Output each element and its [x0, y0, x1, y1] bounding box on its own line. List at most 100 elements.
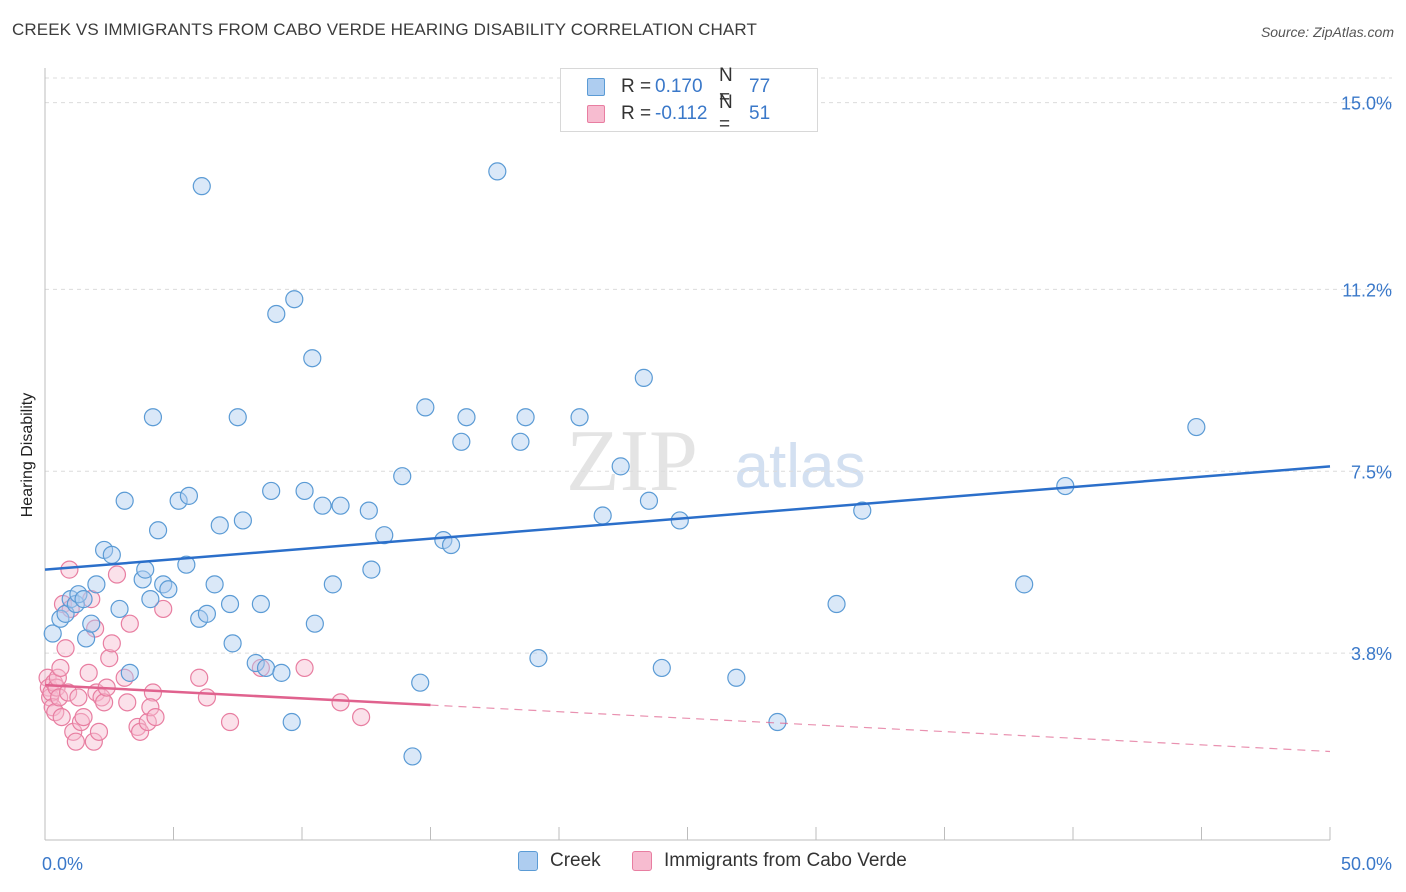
creek-point [115, 491, 134, 510]
legend-series: Creek Immigrants from Cabo Verde [0, 850, 1406, 878]
cabo-verde-point [60, 560, 79, 579]
creek-point [43, 624, 62, 643]
creek-point [267, 304, 286, 324]
legend-label-creek: Creek [550, 850, 601, 871]
creek-point [82, 614, 101, 633]
r-value: -0.112 [655, 103, 708, 124]
creek-point [120, 663, 139, 682]
creek-point [295, 481, 314, 501]
series-creek [43, 162, 1206, 766]
cabo-verde-point [190, 668, 209, 687]
cabo-verde-point [71, 712, 91, 732]
series-cabo-verde [38, 560, 371, 751]
legend-row-cabo-verde: R = -0.112 N = 51 [587, 92, 770, 135]
creek-point [593, 506, 612, 525]
cabo-verde-point [95, 693, 114, 712]
chart-title: CREEK VS IMMIGRANTS FROM CABO VERDE HEAR… [12, 20, 757, 39]
creek-point [727, 668, 746, 687]
creek-point [1187, 417, 1206, 437]
cabo-verde-point [66, 732, 85, 751]
cabo-verde-point [130, 722, 150, 741]
watermark-atlas: atlas [735, 432, 866, 501]
creek-point [246, 653, 265, 673]
creek-point [102, 545, 121, 564]
creek-point [110, 599, 129, 619]
source-label: Source: ZipAtlas.com [1260, 24, 1394, 40]
creek-swatch [518, 851, 538, 871]
cabo-verde-point [146, 707, 165, 727]
cabo-verde-point [52, 707, 71, 727]
cabo-verde-point [107, 565, 127, 584]
creek-point [136, 560, 155, 579]
creek-point [331, 496, 350, 515]
creek-point [169, 491, 188, 510]
creek-point [141, 590, 160, 609]
creek-point [441, 535, 461, 555]
creek-point [1015, 575, 1034, 594]
creek-point [634, 368, 653, 387]
legend-item-cabo-verde: Immigrants from Cabo Verde [632, 850, 907, 872]
creek-point [197, 604, 217, 623]
watermark-zip: ZIP [566, 413, 698, 510]
cabo-verde-point [74, 707, 93, 727]
creek-point [323, 575, 342, 594]
cabo-verde-point [251, 658, 270, 678]
creek-point [652, 658, 671, 678]
creek-point [853, 501, 872, 520]
creek-point [670, 511, 689, 530]
y-tick-label: 15.0% [1341, 94, 1392, 114]
cabo-verde-point [141, 698, 160, 717]
creek-point [768, 712, 787, 732]
cabo-verde-point [120, 614, 139, 633]
creek-point [205, 575, 224, 594]
cabo-verde-point [84, 732, 103, 751]
creek-point [529, 649, 548, 668]
n-label: N = [719, 65, 733, 108]
creek-point [251, 594, 270, 614]
creek-point [74, 590, 93, 609]
creek-point [223, 634, 242, 653]
cabo-verde-point [331, 693, 350, 712]
cabo-verde-swatch [632, 851, 652, 871]
cabo-verde-trend-line [44, 683, 431, 707]
y-tick-labels: 3.8% 7.5% 11.2% 15.0% [1341, 94, 1392, 665]
y-axis-label: Hearing Disability [19, 392, 36, 518]
x-tick-labels: 0.0% 50.0% [42, 854, 1392, 874]
creek-point [570, 408, 589, 427]
creek-point [256, 658, 276, 678]
creek-point [192, 177, 211, 196]
legend-row-creek: R = 0.170 N = 77 [587, 65, 770, 108]
creek-swatch [587, 78, 605, 96]
y-tick-label: 7.5% [1351, 462, 1392, 482]
cabo-verde-point [128, 717, 147, 737]
creek-point [69, 585, 88, 604]
creek-point [305, 614, 324, 633]
creek-point [154, 575, 173, 594]
creek-point [87, 575, 106, 594]
creek-point [262, 481, 281, 501]
r-label: R = [621, 103, 652, 124]
cabo-verde-point [143, 683, 163, 702]
n-label: N = [719, 92, 733, 135]
creek-point [511, 432, 530, 451]
cabo-verde-point [56, 639, 75, 658]
creek-point [210, 516, 229, 535]
creek-point [285, 290, 304, 309]
creek-point [488, 162, 507, 181]
cabo-verde-point [100, 649, 119, 668]
cabo-verde-point [115, 668, 134, 687]
legend-stats: R = 0.170 N = 77 R = -0.112 N = 51 [560, 65, 818, 135]
legend-label-cabo-verde: Immigrants from Cabo Verde [664, 850, 907, 871]
y-tick-label: 11.2% [1342, 280, 1392, 300]
creek-point [411, 673, 430, 692]
x-tick-label-max: 50.0% [1341, 854, 1392, 874]
creek-point [143, 408, 163, 427]
creek-point [51, 609, 70, 628]
creek-point [177, 555, 196, 574]
creek-point [393, 467, 412, 486]
creek-point [272, 663, 291, 682]
cabo-verde-point [118, 693, 137, 712]
creek-point [228, 408, 247, 427]
trend-lines [44, 465, 1331, 753]
